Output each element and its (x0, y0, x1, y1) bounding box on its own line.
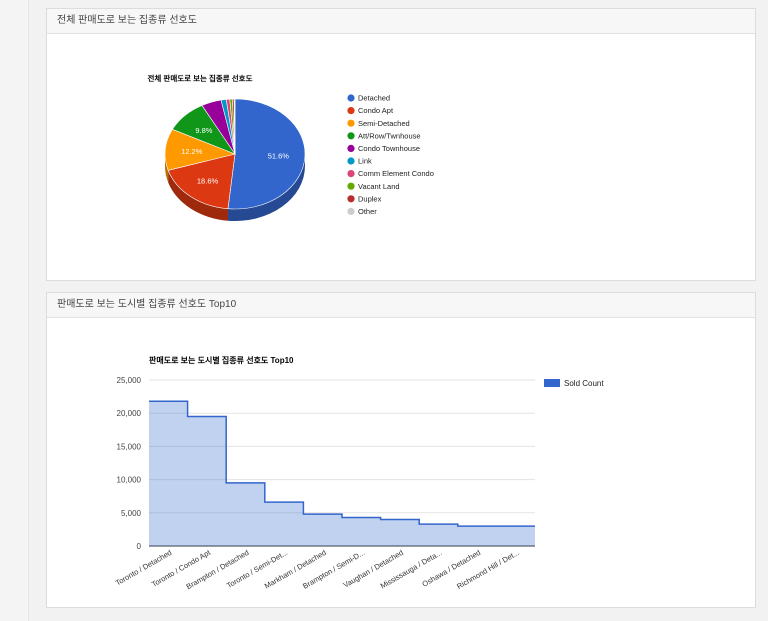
legend-marker-comm-element-condo (347, 170, 355, 178)
legend-label-condo-townhouse: Condo Townhouse (358, 144, 420, 153)
legend-label-detached: Detached (358, 94, 390, 103)
y-tick-label: 5,000 (121, 509, 142, 518)
legend-marker-semi-detached (347, 119, 355, 127)
legend-label-sold-count: Sold Count (564, 379, 604, 388)
pie-slice-condo-apt (167, 153, 236, 210)
y-tick-label: 20,000 (117, 409, 142, 418)
legend-marker-link (347, 157, 355, 165)
legend-marker-other (347, 207, 355, 215)
pie-3d-sides (165, 154, 305, 221)
legend-marker-detached (347, 94, 355, 102)
pie-slice-other (233, 98, 236, 155)
legend-label-other: Other (358, 207, 377, 216)
pie-data-label: 51.6% (268, 152, 290, 161)
y-tick-label: 25,000 (117, 376, 142, 385)
pie-data-label: 18.6% (197, 176, 219, 185)
pie-data-label: 12.2% (181, 147, 203, 156)
legend-marker-condo-apt (347, 107, 355, 115)
area-panel-title: 판매도로 보는 도시별 집종류 선호도 Top10 (47, 293, 755, 318)
legend-label-condo-apt: Condo Apt (358, 106, 394, 115)
area-fill-sold-count (149, 401, 535, 546)
pie-panel-title: 전체 판매도로 보는 집종류 선호도 (47, 9, 755, 34)
area-legend: Sold Count (544, 379, 604, 388)
pie-chart: 전체 판매도로 보는 집종류 선호도 51.6% 18.6% 12.2% 9.8% Det… (148, 73, 434, 221)
legend-label-vacant-land: Vacant Land (358, 182, 400, 191)
pie-legend: Detached Condo Apt Semi-Detached Att/Row/Tw… (347, 94, 434, 216)
legend-marker-duplex (347, 195, 355, 203)
area-line-sold-count (149, 400, 535, 527)
pie-data-label: 9.8% (195, 126, 212, 135)
legend-marker-att-row-twnhouse (347, 132, 355, 140)
legend-label-att-row-twnhouse: Att/Row/Twnhouse (358, 131, 421, 140)
area-chart: 판매도로 보는 도시별 집종류 선호도 Top10 0 5,000 10,000 15,… (114, 355, 604, 591)
pie-slice-detached (227, 98, 306, 210)
left-sidebar (0, 0, 29, 621)
legend-label-semi-detached: Semi-Detached (358, 119, 410, 128)
y-tick-label: 10,000 (117, 476, 142, 485)
y-tick-label: 0 (137, 542, 142, 551)
y-tick-label: 15,000 (117, 442, 142, 451)
area-chart-title: 판매도로 보는 도시별 집종류 선호도 Top10 (149, 355, 294, 365)
legend-label-duplex: Duplex (358, 194, 382, 203)
legend-label-link: Link (358, 157, 372, 166)
area-chart-panel: 판매도로 보는 도시별 집종류 선호도 Top10 판매도로 보는 도시별 집종… (46, 292, 756, 608)
legend-marker-sold-count (544, 379, 560, 387)
pie-side-detached (227, 154, 305, 221)
legend-label-comm-element-condo: Comm Element Condo (358, 169, 434, 178)
legend-marker-vacant-land (347, 182, 355, 190)
legend-marker-condo-townhouse (347, 144, 355, 152)
pie-chart-panel: 전체 판매도로 보는 집종류 선호도 전체 판매도로 보는 집종류 선호도 51.… (46, 8, 756, 281)
y-gridlines (149, 379, 535, 547)
pie-chart-title: 전체 판매도로 보는 집종류 선호도 (148, 73, 253, 83)
pie-side-semi-detached (165, 154, 169, 183)
y-axis-labels: 0 5,000 10,000 15,000 20,000 25,000 (117, 376, 142, 551)
pie-side-condo-apt (168, 170, 228, 221)
